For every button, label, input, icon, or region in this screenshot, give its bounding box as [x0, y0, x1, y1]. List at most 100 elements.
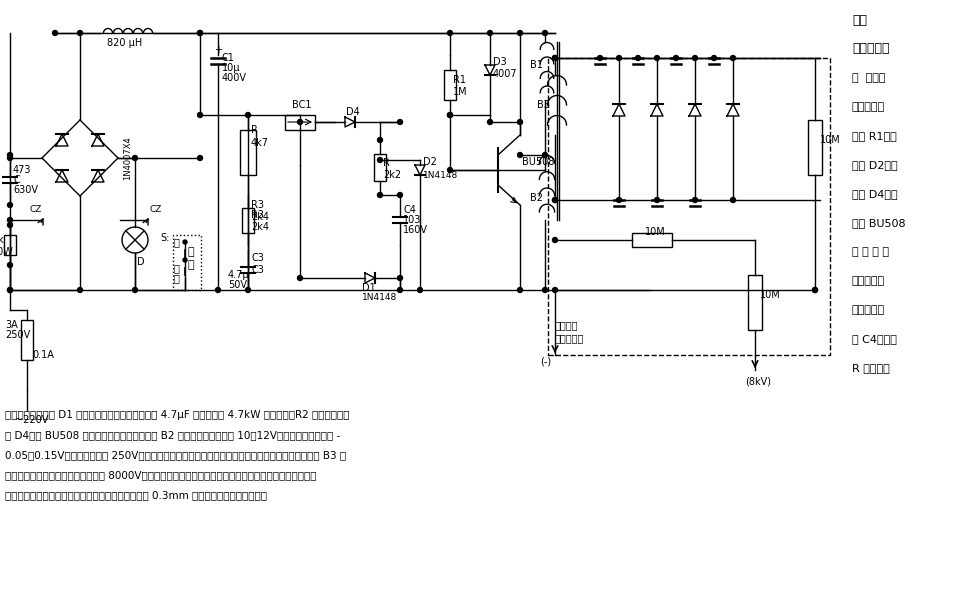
- Text: 0.1A: 0.1A: [32, 350, 54, 360]
- Circle shape: [518, 120, 523, 125]
- Text: 压一路经电: 压一路经电: [852, 305, 885, 315]
- Bar: [632, 233, 672, 247]
- Text: 关: 关: [187, 260, 194, 270]
- Text: C4: C4: [403, 205, 416, 215]
- Circle shape: [542, 30, 548, 35]
- Circle shape: [553, 198, 558, 202]
- Text: BC1: BC1: [292, 100, 311, 110]
- Circle shape: [8, 156, 13, 161]
- Text: 400V: 400V: [222, 73, 247, 83]
- Circle shape: [518, 153, 523, 157]
- Bar: [240, 130, 256, 175]
- Text: BU508: BU508: [522, 157, 555, 167]
- Text: B2: B2: [530, 193, 543, 203]
- Text: 3A: 3A: [5, 320, 18, 330]
- Circle shape: [246, 288, 251, 292]
- Circle shape: [417, 288, 422, 292]
- Circle shape: [542, 288, 548, 292]
- Text: +: +: [214, 45, 222, 55]
- Text: 10W: 10W: [0, 247, 14, 257]
- Circle shape: [518, 288, 523, 292]
- Circle shape: [377, 193, 382, 198]
- Circle shape: [297, 275, 302, 280]
- Circle shape: [8, 223, 13, 227]
- Text: 2k4: 2k4: [251, 212, 269, 222]
- Text: 电阻 R1、二: 电阻 R1、二: [852, 131, 897, 141]
- Text: C3: C3: [251, 265, 264, 275]
- Circle shape: [77, 30, 83, 35]
- Text: 全: 全: [174, 273, 179, 283]
- Text: 容 C4、电阻: 容 C4、电阻: [852, 334, 897, 344]
- Circle shape: [448, 112, 452, 117]
- Bar: [21, 320, 33, 360]
- Bar: [173, 235, 201, 290]
- Circle shape: [398, 193, 403, 198]
- Text: R1: R1: [453, 75, 466, 85]
- Circle shape: [246, 112, 251, 117]
- Text: R: R: [251, 125, 257, 135]
- Circle shape: [812, 288, 817, 292]
- Text: 0.05～0.15V，集电极电压为 250V，当电流增大时，基极电压有所下降，次级线圈电压升高。由线圈 B3 输: 0.05～0.15V，集电极电压为 250V，当电流增大时，基极电压有所下降，次…: [5, 450, 346, 460]
- Circle shape: [198, 156, 203, 161]
- Circle shape: [730, 198, 735, 202]
- Text: R: R: [383, 157, 390, 167]
- Bar: [242, 207, 254, 232]
- Text: 开: 开: [187, 247, 194, 257]
- Text: 10M: 10M: [645, 227, 666, 237]
- Text: 1M: 1M: [453, 87, 468, 97]
- Circle shape: [616, 55, 621, 61]
- Circle shape: [448, 30, 452, 35]
- Circle shape: [377, 137, 382, 142]
- Text: B1: B1: [530, 60, 543, 70]
- Circle shape: [553, 55, 558, 61]
- Text: 压。反馈电: 压。反馈电: [852, 276, 885, 286]
- Circle shape: [448, 167, 452, 173]
- Text: C3: C3: [251, 253, 264, 263]
- Circle shape: [488, 120, 492, 125]
- Circle shape: [448, 112, 452, 117]
- Circle shape: [8, 202, 13, 207]
- Text: 机  打开开: 机 打开开: [852, 73, 885, 83]
- Bar: [444, 70, 456, 100]
- Text: 103: 103: [403, 215, 421, 225]
- Text: 820 μH: 820 μH: [107, 38, 142, 48]
- Text: 树脂密封件: 树脂密封件: [555, 333, 584, 343]
- Text: 的 激 励 电: 的 激 励 电: [852, 247, 889, 257]
- Text: 4k7: 4k7: [251, 138, 269, 148]
- Bar: [285, 115, 315, 130]
- Text: ~220V: ~220V: [15, 415, 49, 425]
- Text: 10M: 10M: [760, 290, 781, 300]
- Circle shape: [553, 238, 558, 243]
- Text: (-): (-): [540, 357, 551, 367]
- Text: 2k2: 2k2: [383, 170, 401, 179]
- Text: R3: R3: [251, 200, 264, 210]
- Text: CZ: CZ: [150, 206, 163, 215]
- Circle shape: [8, 288, 13, 292]
- Text: D: D: [137, 257, 144, 267]
- Circle shape: [692, 198, 697, 202]
- Circle shape: [654, 55, 659, 61]
- Text: 50V: 50V: [228, 280, 247, 290]
- Text: 管基极；另一路由 D1 二极管的负端进人，负脉冲由 4.7μF 滤波后，经 4.7kW 可调电阻、R2 下偏电阻，进: 管基极；另一路由 D1 二极管的负端进人，负脉冲由 4.7μF 滤波后，经 4.…: [5, 410, 349, 420]
- Circle shape: [488, 30, 492, 35]
- Circle shape: [198, 112, 203, 117]
- Bar: [548, 58, 830, 355]
- Circle shape: [183, 240, 187, 244]
- Text: 1N4148: 1N4148: [362, 294, 397, 303]
- Text: D3: D3: [493, 57, 507, 67]
- Text: 630V: 630V: [13, 185, 38, 195]
- Text: S:: S:: [160, 233, 170, 243]
- Circle shape: [215, 288, 220, 292]
- Circle shape: [553, 288, 558, 292]
- Circle shape: [198, 30, 203, 35]
- Text: 出电压经过电容、二极管倍压，升至 8000V，加到正、负电极上。正极为铝板，负极为镀金钨丝，两极间加: 出电压经过电容、二极管倍压，升至 8000V，加到正、负电极上。正极为铝板，负极…: [5, 470, 317, 480]
- Circle shape: [8, 288, 13, 292]
- Bar: [4, 235, 16, 255]
- Text: 有化纤白色集尘纸。在高压静电作用下，使空气中的 0.3mm 左右尘埃颗粒吸附在纸上。: 有化纤白色集尘纸。在高压静电作用下，使空气中的 0.3mm 左右尘埃颗粒吸附在纸…: [5, 490, 267, 500]
- Circle shape: [730, 55, 735, 61]
- Text: 4007: 4007: [493, 69, 518, 79]
- Text: 1N4007X4: 1N4007X4: [123, 136, 132, 180]
- Text: 虚框内为: 虚框内为: [555, 320, 578, 330]
- Text: 压管 D4，建: 压管 D4，建: [852, 189, 898, 199]
- Text: 立起 BU508: 立起 BU508: [852, 218, 906, 228]
